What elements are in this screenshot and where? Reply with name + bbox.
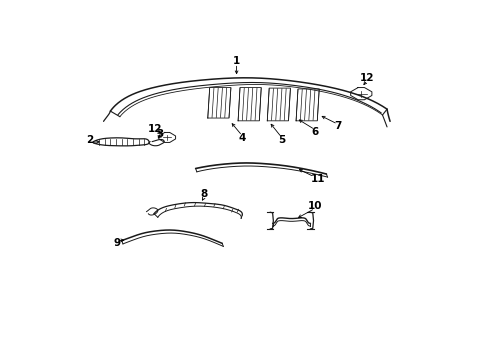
Text: 11: 11 — [310, 174, 325, 184]
Text: 10: 10 — [307, 201, 322, 211]
Text: 12: 12 — [359, 73, 374, 83]
Text: 5: 5 — [277, 135, 285, 145]
Text: 9: 9 — [113, 238, 121, 248]
Text: 2: 2 — [86, 135, 93, 145]
Text: 4: 4 — [238, 133, 245, 143]
Text: 3: 3 — [157, 129, 163, 139]
Text: 7: 7 — [333, 121, 341, 131]
Text: 1: 1 — [232, 56, 240, 66]
Text: 6: 6 — [311, 127, 318, 137]
Text: 8: 8 — [201, 189, 207, 199]
Text: 12: 12 — [147, 123, 162, 134]
